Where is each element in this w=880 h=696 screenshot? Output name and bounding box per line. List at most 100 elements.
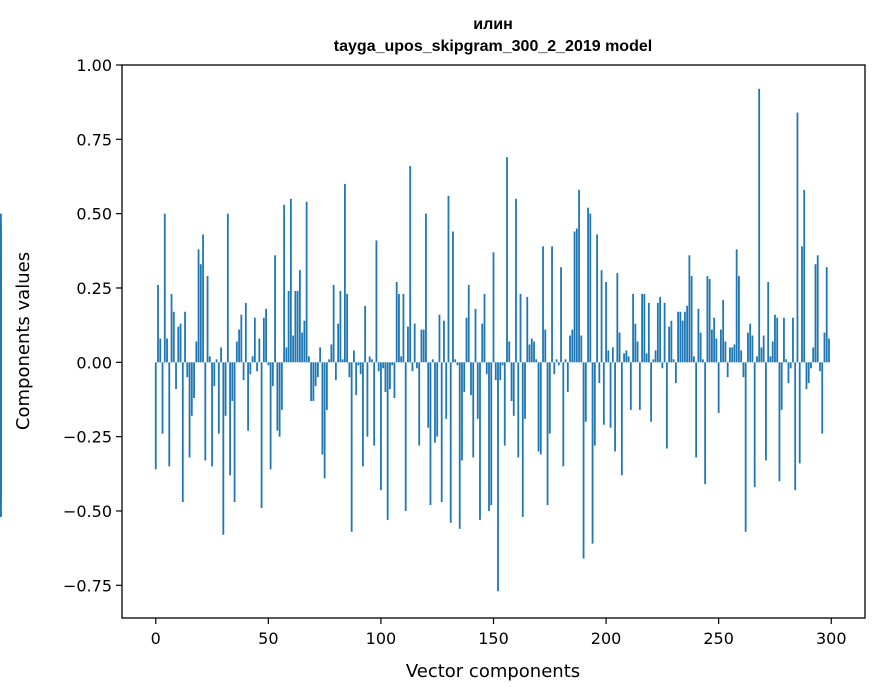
bar [283,204,286,363]
bar [715,338,718,363]
bar [310,362,313,401]
x-tick-label: 100 [366,629,397,648]
bar [803,189,806,363]
bar [411,362,414,372]
bar [735,249,738,363]
bar [409,166,412,363]
bar [659,296,662,363]
bar [774,314,776,363]
bar [332,285,335,363]
bar [634,323,637,363]
bar [479,362,481,520]
bar [287,290,290,363]
bar [821,362,824,434]
bar [362,362,364,467]
bar [695,362,698,458]
bar [807,362,810,384]
bar [789,362,792,369]
bar [647,302,650,363]
bar [222,362,225,535]
bar [161,362,164,434]
bar [625,350,628,363]
bar [747,332,749,363]
x-tick-label: 300 [816,629,847,648]
bar [533,341,535,363]
x-axis-label: Vector components [406,661,580,682]
bar [278,362,281,437]
bar [476,362,479,419]
bar [562,362,565,467]
bar [528,344,531,363]
bar [235,341,238,363]
bar [587,207,589,363]
bar [271,362,274,387]
bar [319,347,322,363]
bar [465,317,468,363]
bar [825,267,828,363]
bar [377,362,380,372]
bar [204,362,207,461]
bar [247,362,249,431]
bar [776,317,779,363]
bar [692,356,695,363]
bar [260,362,263,508]
bar [224,362,227,416]
bar [380,362,382,491]
bar [629,362,632,410]
bar [762,335,765,363]
bar [515,198,517,363]
bar [704,362,707,485]
bar [357,362,360,366]
bar [798,362,801,464]
bar [467,285,470,363]
bar [213,362,216,387]
bar [503,362,506,446]
bar [353,350,355,363]
x-tick-label: 0 [151,629,161,648]
y-axis-ticks: −0.75 −0.50 −0.25 0.00 0.25 0.50 0.75 1.00 [63,56,122,595]
bar [681,320,684,363]
bar [530,338,533,363]
bar [508,341,511,363]
bar [344,183,346,363]
bar [492,252,495,363]
bar [566,362,569,393]
y-tick-label: 0.00 [76,353,112,372]
bar [416,362,418,369]
bar [359,362,362,375]
bar [537,362,540,452]
bar [425,213,427,363]
bar [402,293,405,363]
bar [0,362,2,425]
bar [665,362,668,449]
bar [186,362,189,378]
bar [627,356,630,363]
bar [672,359,675,363]
bar [512,362,515,416]
bar [690,276,693,363]
bar [157,285,159,363]
bar [325,362,328,410]
bar [600,270,603,363]
bar [193,362,195,398]
bar [616,273,619,363]
bar [623,353,625,363]
bar [814,264,817,363]
bar [783,317,785,363]
bar [823,332,826,363]
bar [418,362,421,446]
bar [0,290,2,363]
bar [499,362,502,381]
bar [436,362,439,437]
bar [382,362,385,369]
bar [708,279,711,363]
bar [641,293,643,363]
bar [253,317,256,363]
bar [524,362,526,419]
bar [769,356,772,363]
bar [184,311,186,363]
bar [720,329,722,363]
bar [197,249,200,363]
bar [463,362,466,393]
